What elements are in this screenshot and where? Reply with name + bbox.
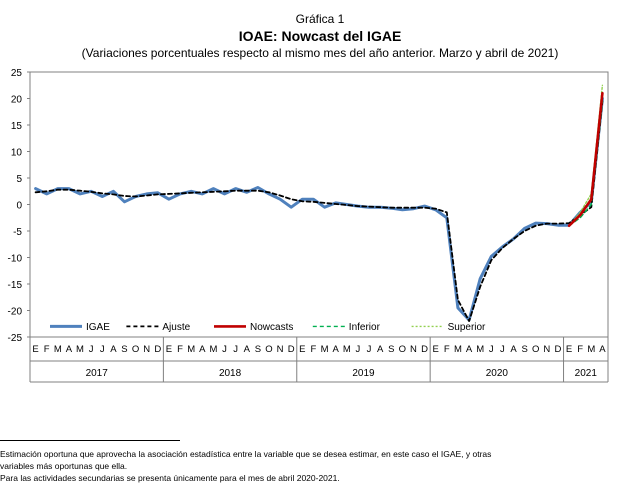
footnote-line: Estimación oportuna que aprovecha la aso… [0,449,492,459]
x-tick-label: J [500,344,505,355]
series-line-igae [34,97,604,322]
y-tick-label: 20 [11,95,23,106]
figure-label: Gráfica 1 [295,12,345,26]
y-tick-label: 25 [11,68,23,79]
x-tick-label: A [599,344,606,355]
x-tick-label: S [121,344,127,355]
footnote-line: Para las actividades secundarias se pres… [0,473,340,483]
x-tick-label: D [154,344,161,355]
x-tick-label: J [489,344,494,355]
x-tick-label: E [566,344,572,355]
x-tick-label: N [277,344,284,355]
x-tick-label: J [356,344,361,355]
x-tick-label: M [54,344,62,355]
x-tick-label: M [76,344,84,355]
y-tick-label: 10 [11,148,23,159]
x-tick-label: A [333,344,340,355]
x-tick-label: M [321,344,329,355]
x-tick-label: J [222,344,227,355]
chart-title: IOAE: Nowcast del IGAE [238,28,402,44]
footnote-line: variables más oportunas que ella. [0,461,128,471]
legend-label: Ajuste [162,322,190,333]
year-label: 2020 [486,368,509,379]
x-tick-label: O [265,344,272,355]
y-tick-label: 5 [16,174,22,185]
x-tick-label: O [532,344,539,355]
x-tick-label: E [166,344,172,355]
chart-series [34,84,604,323]
x-tick-label: A [466,344,473,355]
footnote-rule [0,440,180,441]
x-tick-label: M [187,344,195,355]
x-tick-label: E [32,344,38,355]
x-tick-label: N [410,344,417,355]
series-line-ajuste [34,100,604,323]
x-tick-label: J [89,344,94,355]
x-tick-label: A [66,344,73,355]
x-tick-label: M [476,344,484,355]
x-tick-label: D [555,344,562,355]
x-tick-label: M [209,344,217,355]
x-tick-label: F [444,344,450,355]
series-line-nowcasts [567,91,604,227]
x-tick-label: S [255,344,261,355]
x-tick-label: A [510,344,517,355]
y-tick-label: -10 [8,254,23,265]
x-tick-label: M [343,344,351,355]
x-tick-label: D [288,344,295,355]
x-tick-label: A [110,344,117,355]
y-tick-label: -25 [8,333,23,344]
year-label: 2019 [352,368,375,379]
x-tick-label: F [177,344,183,355]
x-tick-label: E [433,344,439,355]
x-tick-label: A [377,344,384,355]
y-tick-label: 15 [11,121,23,132]
footnotes: Estimación oportuna que aprovecha la aso… [0,440,640,484]
y-tick-label: -20 [8,307,23,318]
year-label: 2017 [86,368,109,379]
x-tick-label: O [399,344,406,355]
year-label: 2021 [575,368,598,379]
chart-subtitle: (Variaciones porcentuales respecto al mi… [81,46,559,60]
legend-label: Superior [448,322,486,333]
legend-label: Inferior [349,322,381,333]
x-tick-label: F [311,344,317,355]
year-label: 2018 [219,368,242,379]
x-tick-label: J [233,344,238,355]
x-tick-label: J [100,344,105,355]
x-tick-label: S [388,344,394,355]
legend-label: Nowcasts [250,322,293,333]
x-tick-label: M [454,344,462,355]
x-tick-label: A [244,344,251,355]
x-tick-label: N [143,344,150,355]
chart-legend: IGAE Ajuste Nowcasts Inferior Superior [50,322,486,333]
x-tick-label: O [132,344,139,355]
x-tick-label: F [577,344,583,355]
x-tick-label: S [521,344,527,355]
x-tick-label: D [421,344,428,355]
y-tick-label: 0 [16,201,22,212]
x-tick-label: E [299,344,305,355]
x-tick-label: F [44,344,50,355]
x-tick-label: M [587,344,595,355]
x-tick-label: J [367,344,372,355]
x-tick-label: A [199,344,206,355]
x-tick-label: N [543,344,550,355]
y-tick-label: -5 [13,227,22,238]
y-tick-label: -15 [8,280,23,291]
legend-label: IGAE [86,322,110,333]
